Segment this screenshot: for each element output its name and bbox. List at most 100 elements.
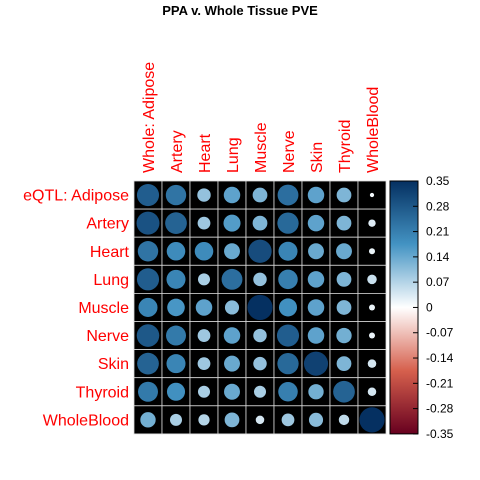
circle-2-6: [308, 243, 324, 260]
circle-6-2: [197, 357, 211, 371]
circle-1-7: [336, 215, 352, 231]
circle-3-4: [253, 272, 267, 287]
circle-2-4: [248, 239, 272, 263]
circle-1-0: [136, 211, 160, 235]
circle-4-2: [195, 299, 213, 316]
circle-6-6: [303, 351, 329, 376]
circle-3-2: [197, 273, 211, 286]
circle-4-7: [336, 300, 352, 315]
legend-tick-label: 0: [426, 300, 433, 314]
circle-7-3: [224, 383, 240, 400]
circle-1-2: [197, 216, 211, 230]
legend-tick-label: 0.07: [426, 275, 450, 289]
circle-7-1: [166, 382, 186, 401]
circle-4-8: [368, 304, 376, 311]
legend-tick-label: -0.14: [426, 351, 454, 365]
circle-1-4: [252, 215, 268, 231]
legend-tick-label: 0.21: [426, 225, 450, 239]
legend-tick-label: -0.35: [426, 427, 454, 441]
row-label: WholeBlood: [43, 412, 129, 429]
circle-7-8: [367, 387, 377, 397]
circle-2-3: [224, 243, 240, 260]
row-label: Skin: [98, 356, 129, 373]
column-label: Artery: [169, 130, 186, 173]
row-label: Muscle: [78, 300, 129, 317]
column-label: Lung: [225, 137, 242, 173]
circle-8-3: [224, 412, 240, 428]
circle-4-1: [167, 298, 185, 317]
circle-4-3: [224, 300, 240, 315]
circle-1-3: [223, 214, 241, 232]
circle-5-6: [307, 327, 325, 344]
circle-2-5: [278, 241, 298, 261]
circle-0-7: [336, 187, 352, 203]
row-label: Artery: [86, 216, 129, 233]
legend-tick-label: 0.35: [426, 174, 450, 188]
circle-0-1: [165, 184, 187, 206]
circle-8-1: [169, 413, 183, 426]
legend-tick-label: -0.28: [426, 402, 454, 416]
circle-6-5: [277, 353, 299, 375]
circle-7-5: [278, 381, 298, 402]
circle-5-7: [336, 327, 352, 344]
circle-1-5: [277, 212, 299, 234]
circle-7-4: [253, 385, 267, 398]
legend-tick-label: 0.28: [426, 199, 450, 213]
circle-5-2: [197, 329, 211, 342]
circle-2-2: [194, 241, 214, 261]
row-label: Heart: [90, 244, 130, 261]
row-label: eQTL: Adipose: [23, 188, 129, 205]
circle-2-8: [368, 248, 376, 255]
row-label: Lung: [93, 272, 129, 289]
circle-6-3: [224, 355, 240, 372]
circle-8-4: [255, 415, 265, 425]
legend-tick-label: -0.07: [426, 326, 454, 340]
circle-0-3: [223, 186, 241, 204]
legend-border: [389, 180, 419, 435]
circle-3-7: [336, 271, 352, 287]
circle-0-0: [136, 183, 160, 207]
circle-6-1: [166, 354, 186, 374]
circle-4-4: [247, 294, 273, 321]
circle-8-7: [338, 414, 350, 426]
circle-3-6: [307, 271, 325, 288]
circle-5-0: [136, 324, 160, 347]
circle-4-6: [307, 299, 325, 316]
circle-8-5: [281, 413, 295, 427]
circle-8-0: [140, 412, 156, 428]
correlation-grid: [133, 180, 387, 435]
column-label: Nerve: [281, 130, 298, 173]
circle-0-2: [197, 188, 211, 202]
circle-0-6: [307, 186, 325, 204]
cell-5-6: [301, 321, 331, 351]
circle-7-6: [308, 384, 324, 400]
column-labels: Whole: Adipose Artery Heart Lung Muscle Nerve…: [141, 62, 382, 173]
circle-2-7: [336, 243, 352, 260]
circle-6-4: [253, 356, 267, 371]
circle-8-8: [359, 407, 385, 433]
circle-5-1: [166, 325, 186, 346]
circle-8-6: [308, 412, 324, 427]
circle-2-1: [166, 241, 186, 261]
circle-5-3: [223, 327, 241, 344]
column-label: Thyroid: [337, 120, 354, 173]
circle-5-5: [276, 324, 300, 347]
circle-3-8: [367, 274, 377, 285]
circle-0-4: [252, 187, 268, 203]
legend-tick-label: -0.21: [426, 376, 454, 390]
circle-4-5: [278, 298, 298, 317]
circle-7-0: [138, 381, 158, 402]
circle-3-1: [166, 269, 186, 289]
circle-6-7: [336, 356, 352, 372]
circle-5-8: [368, 332, 376, 339]
circle-1-8: [368, 219, 376, 227]
row-label: Nerve: [86, 328, 129, 345]
circle-3-3: [221, 268, 243, 290]
circle-7-2: [197, 385, 211, 398]
column-label: Skin: [309, 142, 326, 173]
circle-6-0: [137, 352, 159, 375]
circle-1-6: [307, 214, 325, 232]
column-label: Heart: [197, 133, 214, 173]
cell-6-3: [217, 349, 247, 379]
